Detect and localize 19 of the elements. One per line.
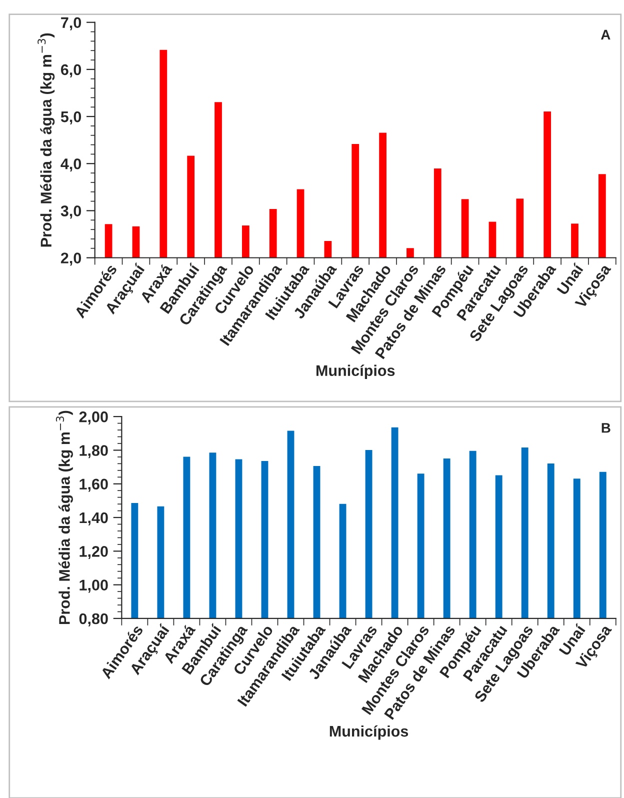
y-tick-label: 1,40 <box>80 512 108 526</box>
y-tick-label: 1,60 <box>80 478 108 492</box>
annotation: A <box>600 30 610 40</box>
y-tick-label: 1,80 <box>80 445 108 458</box>
y-tick-label: 0,80 <box>79 613 108 626</box>
x-axis-title: Municípios <box>330 725 408 740</box>
x-axis-title: Municípios <box>316 364 395 380</box>
y-tick-label: 1,20 <box>80 546 108 560</box>
y-axis-title: Prod. Média da água (kg m$^{−3}$) <box>38 33 55 247</box>
y-tick-label: 5,0 <box>60 111 82 124</box>
y-tick-label: 4,0 <box>60 158 82 172</box>
y-tick-label: 7,0 <box>61 17 82 30</box>
y-tick-label: 2,00 <box>79 411 108 424</box>
y-tick-label: 1,00 <box>80 580 108 593</box>
y-tick-label: 6,0 <box>60 64 82 78</box>
y-axis-title: Prod. Média da água (kg m$^{−3}$) <box>56 410 73 624</box>
y-tick-label: 2,0 <box>60 252 82 266</box>
annotation: B <box>602 423 610 433</box>
y-tick-label: 3,0 <box>60 206 82 219</box>
